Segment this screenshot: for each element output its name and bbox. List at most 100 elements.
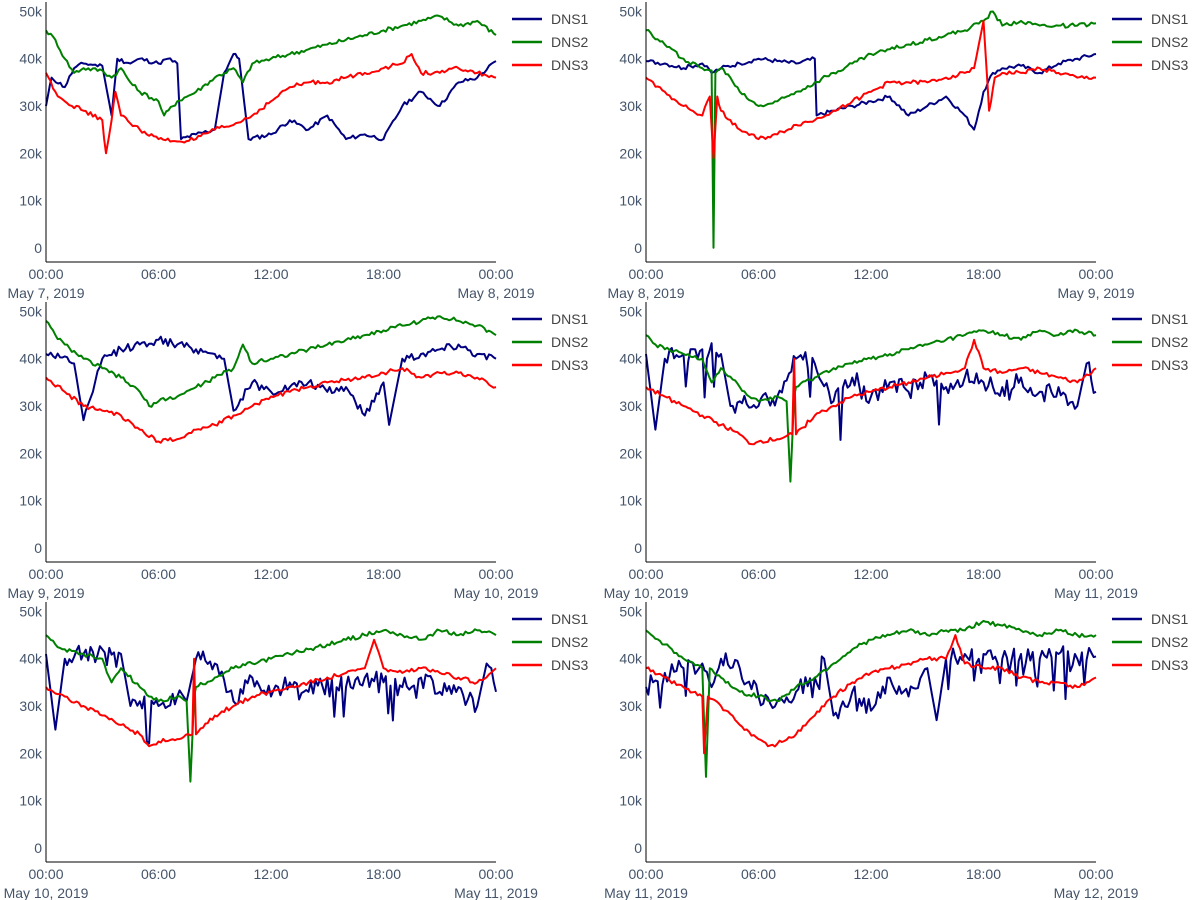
series-line-dns1: [645, 645, 1097, 722]
legend-label-dns3: DNS3: [551, 357, 589, 373]
series-line-dns2: [645, 328, 1097, 483]
legend-label-dns2: DNS2: [1151, 34, 1189, 50]
x-end-date-label: May 10, 2019: [454, 585, 539, 601]
y-tick-label: 0: [634, 240, 642, 256]
y-tick-label: 10k: [619, 493, 643, 509]
chart-panel-4: 0 10k 20k 30k 40k 50k 00:00 06:00 12:00 18:00 00:0…: [604, 302, 1189, 601]
legend-label-dns1: DNS1: [1151, 11, 1189, 27]
x-tick-label: 00:00: [478, 866, 513, 882]
series-line-dns2: [645, 10, 1097, 249]
series-line-dns1: [45, 644, 497, 745]
y-tick-label: 10k: [619, 193, 643, 209]
x-tick-label: 18:00: [366, 866, 401, 882]
x-tick-label: 00:00: [478, 266, 513, 282]
x-tick-label: 12:00: [853, 566, 888, 582]
y-tick-label: 30k: [19, 698, 43, 714]
y-tick-label: 40k: [619, 651, 643, 667]
x-end-date-label: May 11, 2019: [454, 885, 538, 900]
y-tick-label: 30k: [619, 698, 643, 714]
x-tick-label: 00:00: [478, 566, 513, 582]
legend-label-dns1: DNS1: [551, 611, 589, 627]
y-tick-label: 50k: [619, 3, 643, 19]
y-tick-label: 0: [634, 540, 642, 556]
chart-panel-6: 0 10k 20k 30k 40k 50k 00:00 06:00 12:00 18:00 00:0…: [604, 602, 1189, 900]
series-line-dns3: [645, 634, 1097, 755]
x-start-date-label: May 11, 2019: [604, 885, 688, 900]
y-tick-label: 10k: [619, 793, 643, 809]
x-tick-label: 06:00: [141, 566, 176, 582]
x-tick-label: 00:00: [28, 566, 63, 582]
chart-panel-1: 0 10k 20k 30k 40k 50k 00:00 06:00 12:00 18:00 00:0…: [7, 2, 589, 301]
x-tick-label: 18:00: [966, 866, 1001, 882]
chart-panel-2: 0 10k 20k 30k 40k 50k 00:00 06:00 12:00 18:00 00:0…: [607, 2, 1189, 301]
x-tick-label: 06:00: [741, 866, 776, 882]
x-tick-label: 00:00: [1078, 266, 1113, 282]
series-line-dns3: [45, 638, 497, 748]
series-line-dns2: [45, 628, 497, 783]
y-tick-label: 50k: [19, 3, 43, 19]
y-tick-label: 30k: [19, 398, 43, 414]
series-line-dns2: [45, 315, 497, 408]
y-tick-label: 40k: [19, 651, 43, 667]
legend-label-dns1: DNS1: [551, 11, 589, 27]
y-tick-label: 50k: [19, 303, 43, 319]
y-tick-label: 10k: [19, 793, 43, 809]
y-tick-label: 20k: [19, 745, 43, 761]
x-end-date-label: May 9, 2019: [1057, 285, 1134, 301]
legend-label-dns2: DNS2: [1151, 334, 1189, 350]
x-start-date-label: May 7, 2019: [7, 285, 84, 301]
x-tick-label: 06:00: [141, 266, 176, 282]
y-tick-label: 0: [34, 240, 42, 256]
y-tick-label: 10k: [19, 193, 43, 209]
x-start-date-label: May 8, 2019: [607, 285, 684, 301]
chart-panel-3: 0 10k 20k 30k 40k 50k 00:00 06:00 12:00 18:00 00:0…: [7, 302, 589, 601]
x-tick-label: 00:00: [1078, 866, 1113, 882]
x-start-date-label: May 10, 2019: [4, 885, 89, 900]
x-start-date-label: May 10, 2019: [604, 585, 689, 601]
x-tick-label: 18:00: [366, 266, 401, 282]
y-tick-label: 30k: [19, 98, 43, 114]
legend-label-dns3: DNS3: [1151, 657, 1189, 673]
x-tick-label: 00:00: [1078, 566, 1113, 582]
legend-label-dns3: DNS3: [1151, 357, 1189, 373]
chart-panel-5: 0 10k 20k 30k 40k 50k 00:00 06:00 12:00 18:00 00:0…: [4, 602, 589, 900]
y-tick-label: 20k: [619, 145, 643, 161]
y-tick-label: 20k: [619, 445, 643, 461]
x-start-date-label: May 9, 2019: [7, 585, 84, 601]
x-tick-label: 12:00: [253, 266, 288, 282]
y-tick-label: 40k: [19, 351, 43, 367]
y-tick-label: 20k: [19, 445, 43, 461]
x-tick-label: 06:00: [741, 566, 776, 582]
y-tick-label: 30k: [619, 98, 643, 114]
x-tick-label: 06:00: [141, 866, 176, 882]
x-tick-label: 00:00: [628, 566, 663, 582]
y-tick-label: 0: [34, 840, 42, 856]
x-tick-label: 00:00: [628, 866, 663, 882]
x-end-date-label: May 11, 2019: [1054, 585, 1138, 601]
y-tick-label: 30k: [619, 398, 643, 414]
series-line-dns2: [45, 14, 497, 117]
y-tick-label: 20k: [19, 145, 43, 161]
legend-label-dns1: DNS1: [1151, 611, 1189, 627]
x-tick-label: 12:00: [253, 566, 288, 582]
y-tick-label: 0: [634, 840, 642, 856]
x-tick-label: 12:00: [853, 866, 888, 882]
y-tick-label: 40k: [619, 351, 643, 367]
y-tick-label: 40k: [619, 51, 643, 67]
x-tick-label: 00:00: [628, 266, 663, 282]
series-line-dns1: [45, 335, 497, 426]
legend-label-dns1: DNS1: [551, 311, 589, 327]
y-tick-label: 50k: [619, 303, 643, 319]
legend-label-dns2: DNS2: [551, 334, 589, 350]
series-line-dns3: [645, 338, 1097, 446]
legend-label-dns2: DNS2: [1151, 634, 1189, 650]
legend-label-dns3: DNS3: [551, 657, 589, 673]
x-tick-label: 12:00: [853, 266, 888, 282]
x-tick-label: 18:00: [966, 266, 1001, 282]
x-tick-label: 12:00: [253, 866, 288, 882]
y-tick-label: 0: [34, 540, 42, 556]
series-line-dns3: [645, 19, 1097, 159]
series-line-dns1: [645, 342, 1097, 441]
legend-label-dns2: DNS2: [551, 34, 589, 50]
